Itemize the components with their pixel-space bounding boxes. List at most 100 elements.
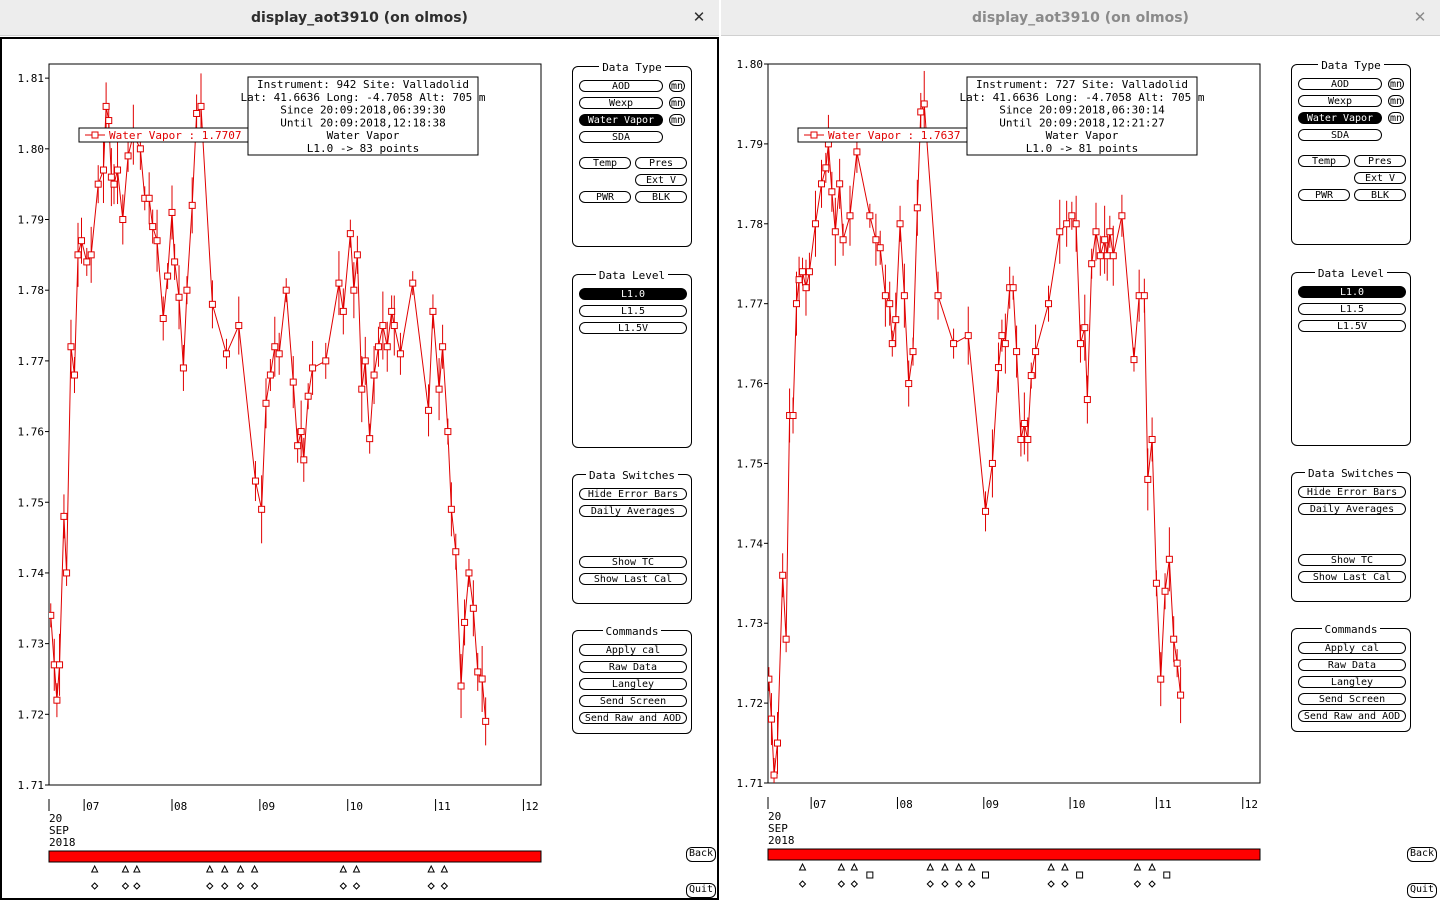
data-point bbox=[83, 258, 91, 266]
send-raw-aod-button[interactable]: Send Raw and AOD bbox=[579, 712, 687, 724]
y-tick-label: 1.73 bbox=[737, 617, 764, 630]
close-icon[interactable]: ✕ bbox=[1413, 8, 1427, 26]
l15v-button[interactable]: L1.5V bbox=[579, 322, 687, 334]
raw-data-button[interactable]: Raw Data bbox=[1298, 659, 1406, 671]
diamond-marker bbox=[90, 882, 99, 890]
info-line: Instrument: 727 Site: Valladolid bbox=[976, 78, 1188, 91]
water-vapor-mn-button[interactable]: mn bbox=[1388, 112, 1404, 124]
apply-cal-button[interactable]: Apply cal bbox=[579, 644, 687, 656]
x-tick-label: 11 bbox=[1158, 798, 1171, 811]
info-box bbox=[966, 76, 1198, 156]
l10-button[interactable]: L1.0 bbox=[1298, 286, 1406, 298]
diamond-marker bbox=[941, 880, 949, 888]
data-point bbox=[964, 332, 972, 340]
water-vapor-button[interactable]: Water Vapor bbox=[579, 114, 663, 126]
data-point bbox=[102, 102, 110, 110]
ext-v-button[interactable]: Ext V bbox=[1354, 172, 1406, 184]
daily-averages-button[interactable]: Daily Averages bbox=[579, 505, 687, 517]
data-point bbox=[114, 166, 122, 174]
data-point bbox=[275, 350, 283, 358]
back-button[interactable]: Back bbox=[686, 847, 717, 862]
show-last-cal-button[interactable]: Show Last Cal bbox=[579, 573, 687, 585]
wexp-mn-button[interactable]: mn bbox=[1388, 95, 1404, 107]
send-raw-aod-button[interactable]: Send Raw and AOD bbox=[1298, 710, 1406, 722]
data-point bbox=[474, 668, 482, 676]
data-point bbox=[1013, 348, 1021, 356]
data-point bbox=[119, 216, 127, 224]
hide-error-bars-button[interactable]: Hide Error Bars bbox=[579, 488, 687, 500]
y-tick-label: 1.74 bbox=[18, 567, 45, 580]
raw-data-button[interactable]: Raw Data bbox=[579, 661, 687, 673]
hide-error-bars-button[interactable]: Hide Error Bars bbox=[1298, 486, 1406, 498]
series-group bbox=[49, 73, 490, 746]
l15v-button[interactable]: L1.5V bbox=[1298, 320, 1406, 332]
panel-title: Commands bbox=[1321, 623, 1381, 636]
data-point bbox=[346, 230, 354, 238]
water-vapor-button[interactable]: Water Vapor bbox=[1298, 112, 1382, 124]
langley-button[interactable]: Langley bbox=[1298, 676, 1406, 688]
diamond-marker bbox=[121, 882, 130, 890]
sda-button[interactable]: SDA bbox=[579, 131, 663, 143]
l10-button[interactable]: L1.0 bbox=[579, 288, 687, 300]
apply-cal-button[interactable]: Apply cal bbox=[1298, 642, 1406, 654]
back-button[interactable]: Back bbox=[1407, 847, 1438, 862]
time-coverage-bar bbox=[48, 850, 542, 863]
data-point bbox=[1103, 252, 1111, 260]
aod-button[interactable]: AOD bbox=[1298, 78, 1382, 90]
temp-button[interactable]: Temp bbox=[1298, 155, 1350, 167]
triangle-marker bbox=[941, 862, 949, 871]
show-tc-button[interactable]: Show TC bbox=[579, 556, 687, 568]
send-screen-button[interactable]: Send Screen bbox=[579, 695, 687, 707]
x-tick-label: 08 bbox=[899, 798, 912, 811]
daily-averages-button[interactable]: Daily Averages bbox=[1298, 503, 1406, 515]
blk-button[interactable]: BLK bbox=[1354, 189, 1406, 201]
data-point bbox=[208, 300, 216, 308]
data-point bbox=[439, 343, 447, 351]
close-icon[interactable]: ✕ bbox=[692, 8, 706, 26]
pres-button[interactable]: Pres bbox=[635, 157, 687, 169]
show-last-cal-button[interactable]: Show Last Cal bbox=[1298, 571, 1406, 583]
titlebar-right[interactable]: display_aot3910 (on olmos) ✕ bbox=[721, 0, 1440, 36]
x-tick-label: 07 bbox=[86, 800, 99, 813]
diamond-marker bbox=[440, 882, 449, 890]
x-tick-label: 07 bbox=[813, 798, 826, 811]
data-point bbox=[222, 350, 230, 358]
data-point bbox=[183, 286, 191, 294]
blk-button[interactable]: BLK bbox=[635, 191, 687, 203]
langley-button[interactable]: Langley bbox=[579, 678, 687, 690]
pwr-button[interactable]: PWR bbox=[579, 191, 631, 203]
panel-title: Commands bbox=[602, 625, 662, 638]
info-line: Water Vapor bbox=[1046, 129, 1119, 142]
data-point bbox=[339, 307, 347, 315]
wexp-button[interactable]: Wexp bbox=[1298, 95, 1382, 107]
diamond-marker bbox=[221, 882, 229, 890]
ext-v-button[interactable]: Ext V bbox=[635, 174, 687, 186]
pres-button[interactable]: Pres bbox=[1354, 155, 1406, 167]
l15-button[interactable]: L1.5 bbox=[1298, 303, 1406, 315]
wexp-mn-button[interactable]: mn bbox=[669, 97, 685, 109]
aod-mn-button[interactable]: mn bbox=[1388, 78, 1404, 90]
temp-button[interactable]: Temp bbox=[579, 157, 631, 169]
data-point bbox=[409, 279, 417, 287]
data-point bbox=[1101, 236, 1109, 244]
pwr-button[interactable]: PWR bbox=[1298, 189, 1350, 201]
data-point bbox=[846, 212, 854, 220]
show-tc-button[interactable]: Show TC bbox=[1298, 554, 1406, 566]
titlebar-left[interactable]: display_aot3910 (on olmos) ✕ bbox=[0, 0, 719, 36]
data-point bbox=[271, 343, 279, 351]
send-screen-button[interactable]: Send Screen bbox=[1298, 693, 1406, 705]
quit-button[interactable]: Quit bbox=[1407, 883, 1438, 898]
water-vapor-mn-button[interactable]: mn bbox=[669, 114, 685, 126]
time-coverage-bar bbox=[767, 848, 1261, 861]
l15-button[interactable]: L1.5 bbox=[579, 305, 687, 317]
sda-button[interactable]: SDA bbox=[1298, 129, 1382, 141]
aod-mn-button[interactable]: mn bbox=[669, 80, 685, 92]
info-line: Lat: 41.6636 Long: -4.7058 Alt: 705 m bbox=[959, 91, 1204, 104]
aod-button[interactable]: AOD bbox=[579, 80, 663, 92]
data-point bbox=[164, 272, 172, 280]
diamond-marker bbox=[236, 882, 245, 890]
window-title: display_aot3910 (on olmos) bbox=[972, 10, 1189, 26]
info-line: L1.0 -> 83 points bbox=[307, 142, 420, 155]
quit-button[interactable]: Quit bbox=[686, 883, 717, 898]
wexp-button[interactable]: Wexp bbox=[579, 97, 663, 109]
